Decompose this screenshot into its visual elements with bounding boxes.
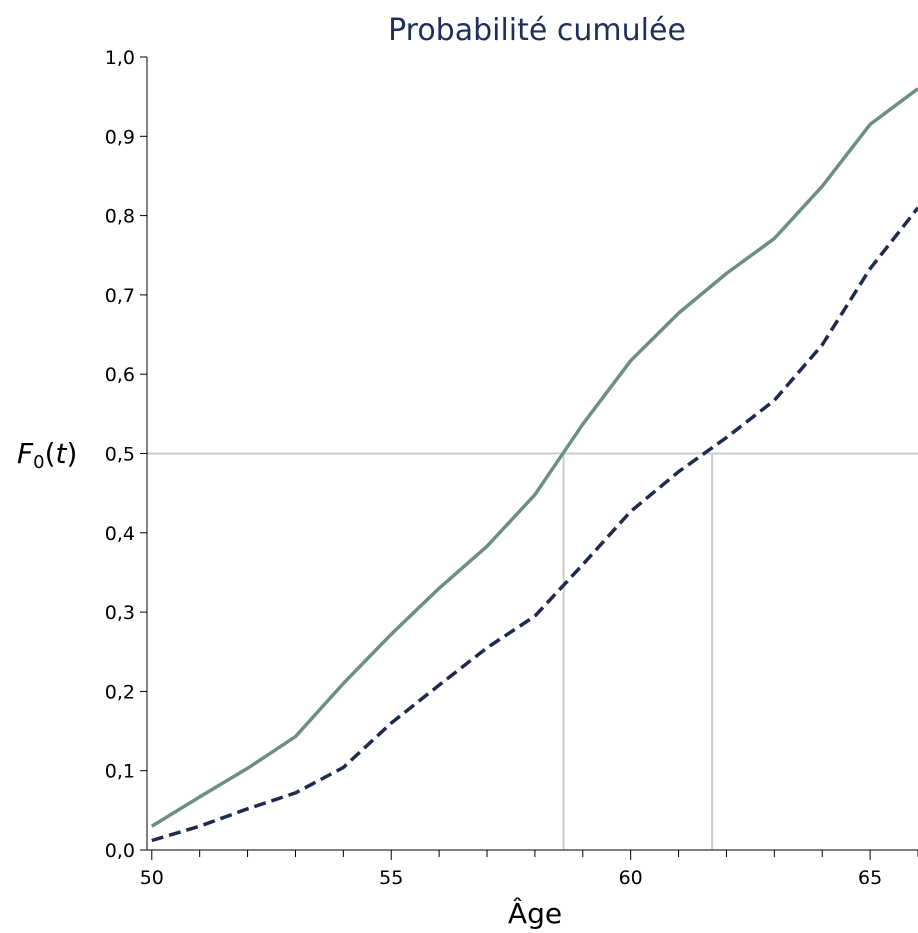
y-tick-label: 0,3 bbox=[105, 602, 135, 624]
y-axis-label-open: ( bbox=[45, 437, 56, 470]
y-tick-label: 0,2 bbox=[105, 681, 135, 703]
y-tick-label: 0,4 bbox=[105, 523, 135, 545]
y-tick-label: 0,6 bbox=[105, 364, 135, 386]
x-tick-label: 65 bbox=[858, 867, 882, 889]
series-line-2-dashed bbox=[151, 206, 918, 843]
series-line-1-solid bbox=[150, 87, 918, 828]
y-tick-label: 0,1 bbox=[105, 761, 135, 783]
x-tick-label: 50 bbox=[140, 867, 164, 889]
y-tick-label: 0,7 bbox=[105, 285, 135, 307]
tick-labels: 0,0 0,1 0,2 0,3 0,4 0,5 0,6 0,7 0,8 0,9 1,0 50 55 60 6… bbox=[105, 47, 882, 889]
y-axis-label-close: ) bbox=[66, 437, 77, 470]
y-axis-label-main: F bbox=[17, 437, 34, 470]
y-axis-label: F0(t) bbox=[17, 437, 77, 473]
y-tick-label: 0,0 bbox=[105, 840, 135, 862]
reference-lines bbox=[147, 452, 918, 850]
y-tick-label: 0,9 bbox=[105, 126, 135, 148]
axes bbox=[140, 56, 918, 860]
y-axis-label-arg: t bbox=[56, 437, 68, 470]
y-tick-label: 0,5 bbox=[105, 444, 135, 466]
y-tick-label: 0,8 bbox=[105, 206, 135, 228]
x-tick-label: 60 bbox=[619, 867, 643, 889]
y-axis-label-subscript: 0 bbox=[33, 452, 44, 473]
x-axis-label: Âge bbox=[508, 896, 562, 930]
x-tick-label: 55 bbox=[379, 867, 403, 889]
series-group bbox=[150, 87, 918, 843]
y-tick-label: 1,0 bbox=[105, 47, 135, 69]
chart-title: Probabilité cumulée bbox=[388, 13, 686, 48]
